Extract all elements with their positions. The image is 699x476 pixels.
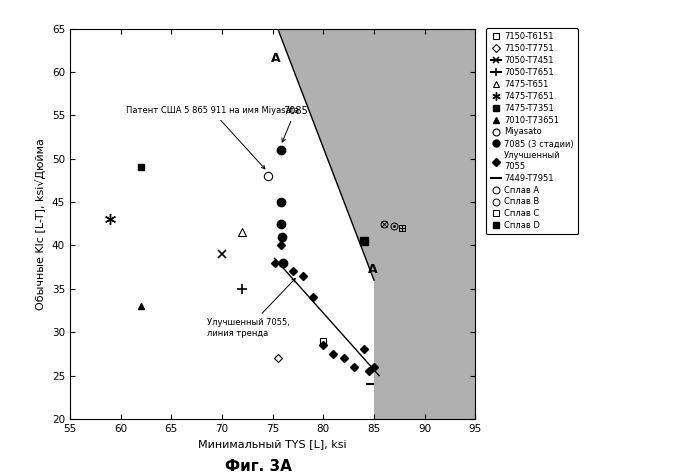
Text: Улучшенный 7055,
линия тренда: Улучшенный 7055, линия тренда [207, 278, 295, 337]
Legend: 7150-T6151, 7150-T7751, 7050-T7451, 7050-T7651, 7475-T651, 7475-T7651, 7475-T735: 7150-T6151, 7150-T7751, 7050-T7451, 7050… [487, 28, 578, 235]
Polygon shape [278, 29, 475, 419]
X-axis label: Минимальный TYS [L], ksi: Минимальный TYS [L], ksi [199, 439, 347, 449]
Text: A: A [271, 52, 280, 65]
Text: A: A [368, 263, 377, 276]
Y-axis label: Обычные Klc [L-T], ksi√Дюйма: Обычные Klc [L-T], ksi√Дюйма [35, 138, 46, 310]
Text: Патент США 5 865 911 на имя Miyasata: Патент США 5 865 911 на имя Miyasata [126, 107, 298, 169]
Text: 7085: 7085 [282, 106, 308, 142]
Text: Фиг. 3А: Фиг. 3А [225, 458, 292, 474]
